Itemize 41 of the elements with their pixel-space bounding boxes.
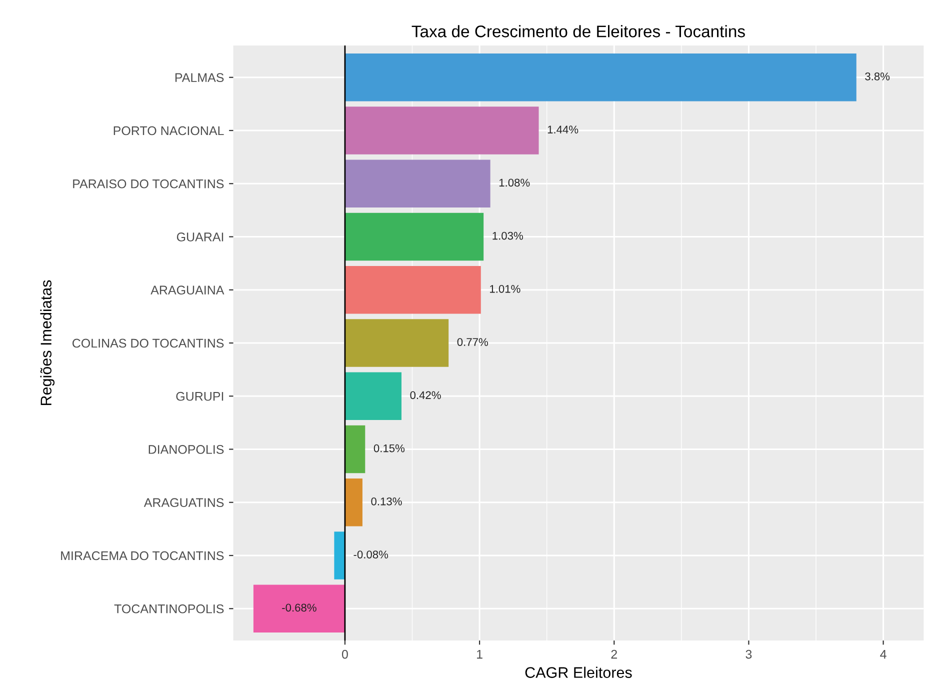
data-label: 0.15%	[374, 444, 405, 452]
x-tick-label: 4	[880, 650, 886, 659]
y-tick-label: COLINAS DO TOCANTINS	[72, 338, 224, 348]
bar	[344, 53, 856, 102]
data-label: -0.68%	[282, 604, 316, 612]
y-tick-label: ARAGUATINS	[144, 498, 224, 508]
y-tick-label: PARAISO DO TOCANTINS	[73, 179, 224, 188]
bar	[344, 160, 490, 208]
x-axis-title: CAGR Eleitores	[525, 666, 632, 678]
x-tick-label: 3	[746, 650, 752, 659]
y-tick-label: GURUPI	[176, 392, 224, 401]
y-tick-label: PORTO NACIONAL	[114, 126, 224, 136]
bar	[344, 319, 449, 367]
data-label: -0.08%	[354, 550, 388, 558]
data-label: 0.77%	[457, 338, 488, 346]
bar	[334, 532, 345, 580]
bar	[344, 266, 481, 314]
y-tick-label: TOCANTINOPOLIS	[114, 604, 224, 614]
y-axis-title: Regiões Imediatas	[40, 280, 55, 406]
bar	[344, 106, 539, 154]
bar	[253, 584, 345, 633]
y-tick-label: GUARAI	[176, 232, 224, 242]
y-tick-label: MIRACEMA DO TOCANTINS	[61, 551, 224, 560]
x-tick-label: 2	[611, 650, 617, 659]
bar	[344, 212, 484, 261]
bar	[344, 478, 362, 526]
y-tick-label: ARAGUAINA	[150, 286, 224, 295]
data-label: 1.08%	[499, 178, 530, 187]
y-tick-label: DIANOPOLIS	[148, 445, 224, 454]
bar	[344, 425, 366, 474]
data-label: 1.01%	[490, 284, 520, 293]
x-tick-label: 1	[477, 650, 482, 659]
x-tick-label: 0	[342, 650, 348, 659]
data-label: 0.13%	[371, 497, 402, 506]
bar	[344, 372, 402, 420]
data-label: 0.42%	[410, 391, 441, 400]
data-label: 3.8%	[865, 72, 890, 80]
data-label: 1.03%	[492, 232, 523, 240]
data-label: 1.44%	[548, 126, 578, 134]
chart-title: Taxa de Crescimento de Eleitores - Tocantins	[412, 25, 745, 38]
y-tick-label: PALMAS	[175, 73, 224, 82]
